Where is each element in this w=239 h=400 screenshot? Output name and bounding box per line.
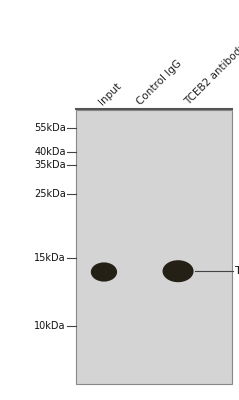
Text: 40kDa: 40kDa — [34, 147, 66, 157]
Text: 10kDa: 10kDa — [34, 321, 66, 331]
Text: Control IgG: Control IgG — [135, 58, 184, 107]
Ellipse shape — [91, 262, 117, 282]
Text: 55kDa: 55kDa — [34, 123, 66, 133]
Ellipse shape — [163, 260, 194, 282]
Text: 35kDa: 35kDa — [34, 160, 66, 170]
Text: TCEB2: TCEB2 — [235, 266, 239, 276]
Text: TCEB2 antibody: TCEB2 antibody — [183, 42, 239, 107]
Text: 15kDa: 15kDa — [34, 253, 66, 263]
Text: 25kDa: 25kDa — [34, 189, 66, 198]
FancyBboxPatch shape — [76, 110, 232, 384]
Text: Input: Input — [97, 81, 123, 107]
